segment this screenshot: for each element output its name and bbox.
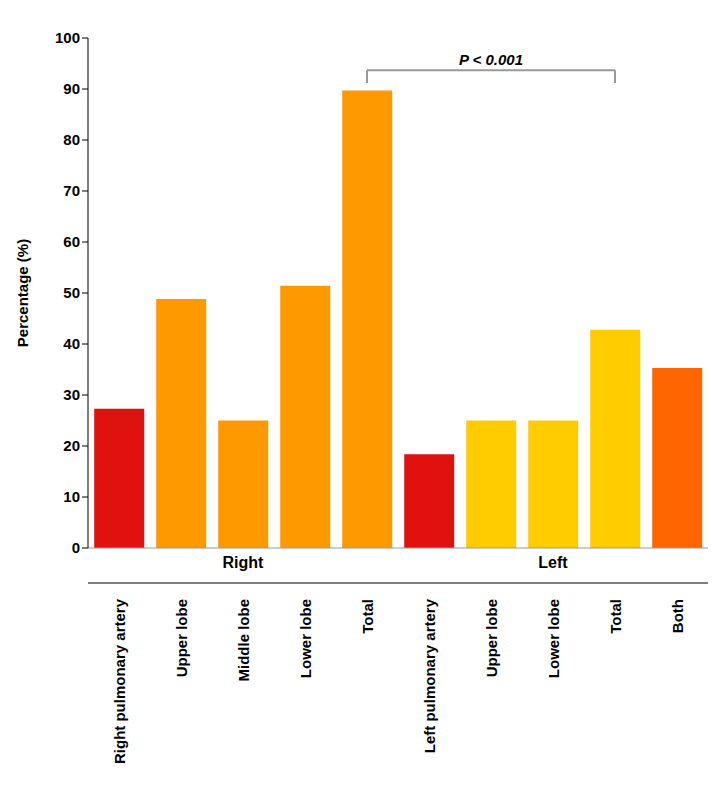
svg-text:Both: Both (669, 599, 686, 633)
svg-text:Upper lobe: Upper lobe (483, 599, 500, 677)
svg-text:Total: Total (359, 599, 376, 634)
svg-text:40: 40 (63, 335, 80, 352)
svg-text:Left: Left (538, 554, 568, 571)
svg-text:Right: Right (223, 554, 265, 571)
svg-text:Right pulmonary artery: Right pulmonary artery (111, 598, 128, 764)
svg-text:Lower lobe: Lower lobe (545, 599, 562, 678)
svg-text:30: 30 (63, 386, 80, 403)
svg-text:0: 0 (72, 539, 80, 556)
svg-text:70: 70 (63, 182, 80, 199)
svg-text:Left pulmonary artery: Left pulmonary artery (421, 598, 438, 753)
svg-text:P < 0.001: P < 0.001 (459, 51, 523, 68)
svg-text:Total: Total (607, 599, 624, 634)
svg-text:60: 60 (63, 233, 80, 250)
svg-text:90: 90 (63, 80, 80, 97)
svg-text:50: 50 (63, 284, 80, 301)
svg-text:Middle lobe: Middle lobe (235, 599, 252, 682)
svg-text:Percentage (%): Percentage (%) (14, 239, 31, 347)
svg-text:10: 10 (63, 488, 80, 505)
svg-text:100: 100 (55, 29, 80, 46)
svg-text:80: 80 (63, 131, 80, 148)
svg-text:Upper lobe: Upper lobe (173, 599, 190, 677)
svg-text:20: 20 (63, 437, 80, 454)
svg-text:Lower lobe: Lower lobe (297, 599, 314, 678)
